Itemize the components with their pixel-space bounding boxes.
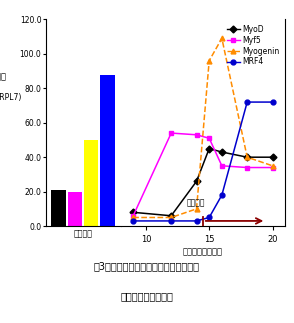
Text: (% of RPL7): (% of RPL7) (0, 93, 21, 102)
Text: 発現量: 発現量 (0, 73, 6, 82)
Bar (84, 140, 98, 226)
Text: 消管後淡: 消管後淡 (186, 198, 205, 207)
Text: 図3．ウシ筋細胞における筋転写因子群: 図3．ウシ筋細胞における筋転写因子群 (94, 262, 200, 272)
Bar (51, 190, 66, 226)
Legend: MyoD, Myf5, Myogenin, MRF4: MyoD, Myf5, Myogenin, MRF4 (225, 23, 281, 68)
Bar (68, 192, 82, 226)
X-axis label: 培養日数（細胞）: 培養日数（細胞） (183, 247, 223, 256)
Text: の発現の経時的変化: の発現の経時的変化 (121, 291, 173, 301)
Bar (100, 75, 115, 226)
